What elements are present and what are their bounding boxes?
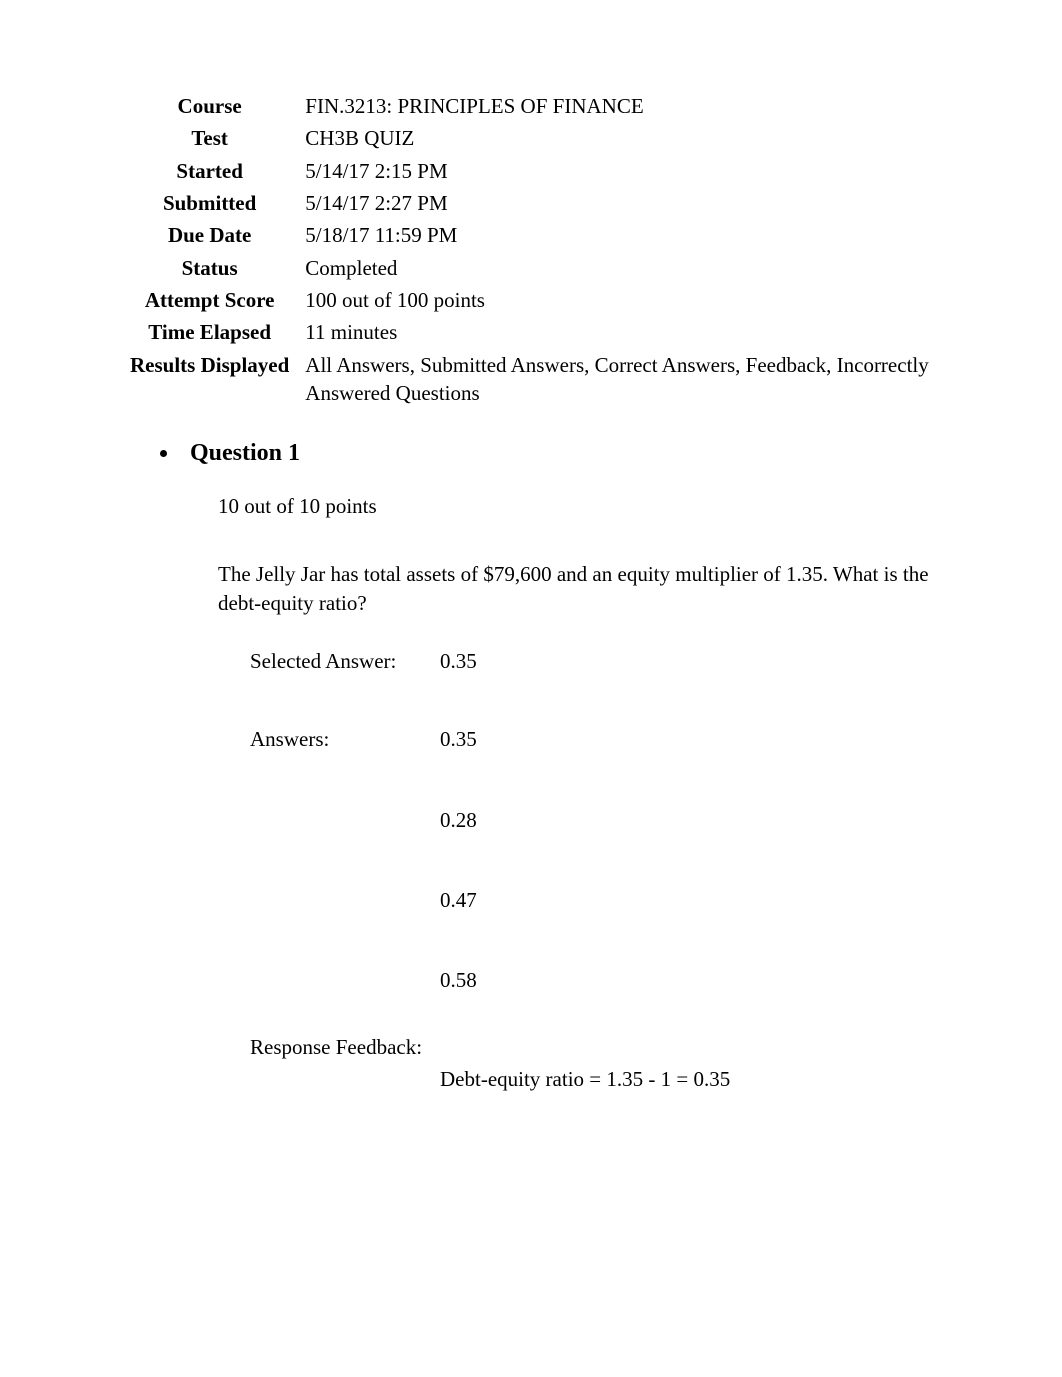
selected-answer-label: Selected Answer: (250, 647, 440, 675)
feedback-label: Response Feedback: (250, 1033, 962, 1061)
question-stem-text: The Jelly Jar has total assets of $79,60… (218, 562, 929, 614)
answers-label: Answers: (250, 725, 440, 753)
meta-label-due: Due Date (130, 219, 301, 251)
answer-option-d: 0.58 (440, 966, 477, 994)
question-title: Question 1 (180, 437, 962, 469)
meta-value-results: All Answers, Submitted Answers, Correct … (301, 349, 962, 410)
meta-value-score: 100 out of 100 points (301, 284, 962, 316)
question-item: Question 1 (180, 437, 962, 469)
meta-value-due: 5/18/17 11:59 PM (301, 219, 962, 251)
meta-value-course: FIN.3213: PRINCIPLES OF FINANCE (301, 90, 962, 122)
meta-label-started: Started (130, 155, 301, 187)
meta-value-status: Completed (301, 252, 962, 284)
feedback-block: Response Feedback: Debt-equity ratio = 1… (250, 1033, 962, 1094)
meta-label-test: Test (130, 122, 301, 154)
meta-label-course: Course (130, 90, 301, 122)
meta-label-results: Results Displayed (130, 349, 301, 410)
meta-value-test: CH3B QUIZ (301, 122, 962, 154)
question-points: 10 out of 10 points (218, 492, 962, 520)
answers-block: Selected Answer: 0.35 Answers: 0.35 0.28… (250, 647, 962, 995)
meta-label-score: Attempt Score (130, 284, 301, 316)
answer-option-b: 0.28 (440, 806, 477, 834)
meta-label-time: Time Elapsed (130, 316, 301, 348)
meta-label-submitted: Submitted (130, 187, 301, 219)
question-stem: The Jelly Jar has total assets of $79,60… (218, 560, 962, 617)
meta-value-time: 11 minutes (301, 316, 962, 348)
meta-value-started: 5/14/17 2:15 PM (301, 155, 962, 187)
meta-value-submitted: 5/14/17 2:27 PM (301, 187, 962, 219)
attempt-metadata: Course FIN.3213: PRINCIPLES OF FINANCE T… (130, 90, 962, 409)
selected-answer-value: 0.35 (440, 647, 477, 675)
meta-label-status: Status (130, 252, 301, 284)
feedback-text: Debt-equity ratio = 1.35 - 1 = 0.35 (440, 1065, 962, 1093)
answer-option-c: 0.47 (440, 886, 477, 914)
answer-option-a: 0.35 (440, 725, 477, 753)
